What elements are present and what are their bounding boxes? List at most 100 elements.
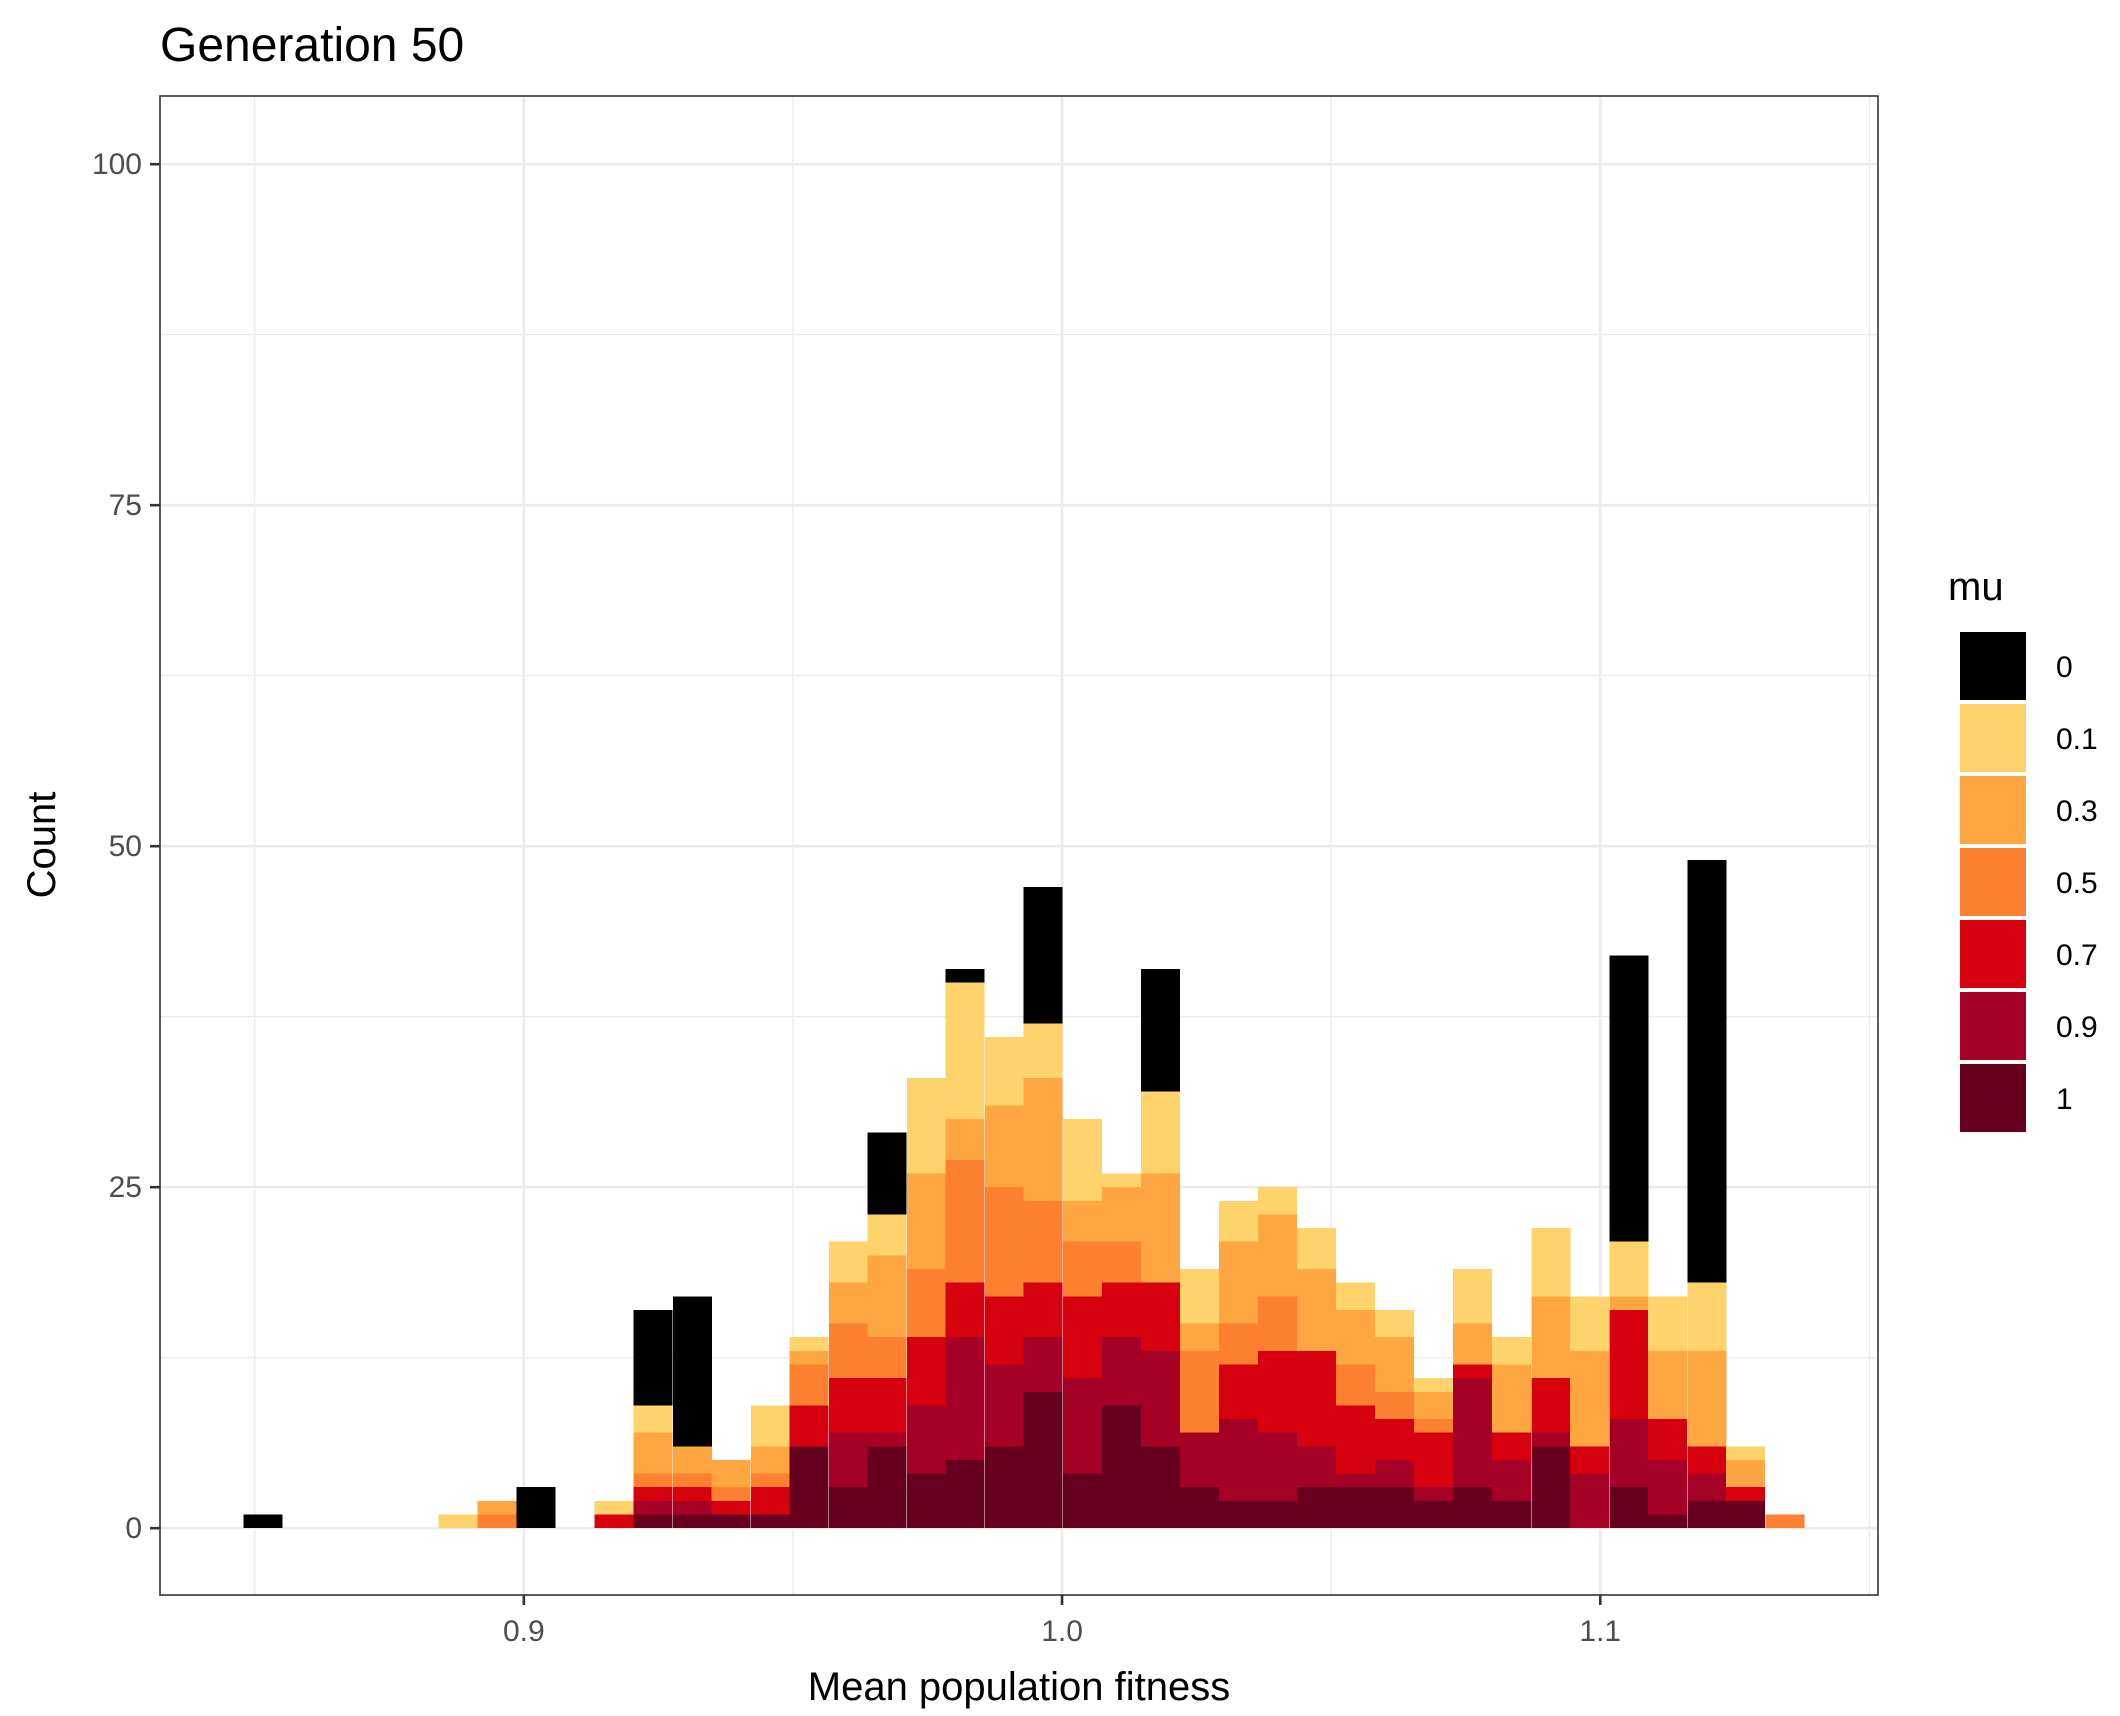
bar-segment-mu-0-9 [1453, 1378, 1493, 1488]
bar-segment-mu-0-1 [945, 982, 985, 1119]
bar-segment-mu-1 [1491, 1500, 1531, 1529]
bar-segment-mu-0-9 [1219, 1419, 1259, 1501]
bar-segment-mu-0-7 [1648, 1419, 1688, 1460]
bar-segment-mu-0-9 [984, 1364, 1024, 1447]
bar-segment-mu-1 [1413, 1500, 1453, 1529]
bar-segment-mu-1 [1141, 1446, 1181, 1529]
bar-segment-mu-0-3 [1687, 1350, 1727, 1447]
bar-segment-mu-1 [1687, 1500, 1727, 1529]
y-tick-label: 0 [125, 1512, 142, 1545]
bar-segment-mu-1 [1101, 1405, 1141, 1529]
bar-segment-mu-0-9 [867, 1432, 907, 1447]
bar-segment-mu-0-9 [1179, 1432, 1219, 1488]
bar-segment-mu-1 [1335, 1487, 1375, 1529]
bar-segment-mu-0-3 [1413, 1391, 1453, 1420]
bar-segment-mu-0-5 [1335, 1364, 1375, 1406]
bar-segment-mu-0-7 [1726, 1487, 1766, 1501]
bar-segment-mu-0-1 [1023, 1023, 1063, 1079]
legend-key-mu-0-3 [1960, 776, 2026, 844]
bar-segment-mu-0-3 [1219, 1241, 1259, 1324]
major-gridlines [160, 96, 1878, 1595]
x-tick-label: 1.1 [1579, 1615, 1621, 1648]
bar-segment-mu-0-3 [711, 1459, 751, 1488]
bar-segment-mu-0-7 [1101, 1282, 1141, 1338]
bar-segment-mu-0-3 [945, 1118, 985, 1160]
bar-segment-mu-0-9 [1491, 1459, 1531, 1501]
bar-segment-mu-0-5 [1413, 1419, 1453, 1433]
bar-segment-mu-0-9 [633, 1500, 673, 1515]
bar-segment-mu-0 [243, 1514, 283, 1529]
x-tick-label: 0.9 [503, 1615, 545, 1648]
bar-segment-mu-0-1 [1570, 1296, 1610, 1351]
bar-segment-mu-0-3 [672, 1446, 712, 1474]
bar-segment-mu-0-3 [1141, 1173, 1181, 1283]
bar-segment-mu-1 [867, 1446, 907, 1529]
bar-segment-mu-0-3 [633, 1432, 673, 1474]
bar-segment-mu-0-7 [1491, 1432, 1531, 1460]
bar-segment-mu-0-3 [1453, 1323, 1493, 1365]
bar-segment-mu-0-1 [1335, 1282, 1375, 1310]
bar-segment-mu-0-5 [1257, 1296, 1297, 1351]
bar-segment-mu-0-9 [1335, 1473, 1375, 1488]
bar-segment-mu-1 [1375, 1487, 1415, 1529]
bar-segment-mu-1 [1297, 1487, 1337, 1529]
bar-segment-mu-0-1 [1491, 1337, 1531, 1365]
bar-segment-mu-0-9 [906, 1405, 946, 1474]
bar-segment-mu-0-5 [828, 1323, 868, 1379]
bar-segment-mu-1 [945, 1459, 985, 1529]
bar-segment-mu-0-7 [1413, 1432, 1453, 1488]
bar-segment-mu-0 [672, 1296, 712, 1447]
bar-segment-mu-0-9 [1257, 1432, 1297, 1501]
chart-title: Generation 50 [160, 19, 464, 72]
bar-segment-mu-0-1 [1413, 1378, 1453, 1392]
bar-segment-mu-0-1 [1062, 1118, 1103, 1201]
bar-segment-mu-0-3 [867, 1255, 907, 1338]
legend-key-mu-0-9 [1960, 992, 2026, 1060]
bar-segment-mu-0-3 [1023, 1078, 1063, 1201]
bar-segment-mu-0-1 [633, 1405, 673, 1433]
legend-key-mu-0-5 [1960, 848, 2026, 916]
bar-segment-mu-0-9 [828, 1432, 868, 1488]
bar-segment-mu-0-5 [1765, 1514, 1805, 1529]
bar-segment-mu-0-9 [1648, 1459, 1688, 1515]
bar-segment-mu-1 [1609, 1487, 1649, 1529]
bar-segment-mu-0-7 [1335, 1405, 1375, 1474]
bar-segment-mu-0 [1609, 955, 1649, 1242]
legend-key-mu-0 [1960, 632, 2026, 700]
y-axis-title: Count [20, 792, 64, 899]
legend-label: 0.9 [2056, 1011, 2098, 1044]
bar-segment-mu-1 [1531, 1446, 1571, 1529]
bar-segment-mu-0-9 [1141, 1350, 1181, 1447]
bar-segment-mu-0-3 [1297, 1269, 1337, 1351]
bar-segment-mu-0-3 [1570, 1350, 1610, 1447]
bar-segment-mu-0-1 [1609, 1241, 1649, 1297]
bar-segment-mu-0-1 [1101, 1173, 1141, 1188]
bar-segment-mu-0-7 [1375, 1419, 1415, 1460]
bar-segment-mu-1 [1062, 1473, 1103, 1529]
bar-segment-mu-1 [1726, 1500, 1766, 1529]
bar-segment-mu-0-5 [1023, 1200, 1063, 1283]
legend-key-mu-1 [1960, 1064, 2026, 1132]
bar-segment-mu-0-7 [711, 1500, 751, 1515]
bar-segment-mu-1 [750, 1514, 790, 1529]
bar-segment-mu-1 [1648, 1514, 1688, 1529]
bar-segment-mu-0-7 [1023, 1282, 1063, 1338]
bar-segment-mu-0-1 [789, 1337, 829, 1351]
bar-segment-mu-1 [1257, 1500, 1297, 1529]
bar-segment-mu-0-9 [1609, 1419, 1649, 1488]
bar-segment-mu-0-7 [1257, 1350, 1297, 1433]
legend-label: 0 [2056, 651, 2073, 684]
bar-segment-mu-0-3 [1609, 1296, 1649, 1310]
bar-segment-mu-0 [516, 1487, 556, 1529]
bar-segment-mu-0-7 [633, 1487, 673, 1501]
x-tick-label: 1.0 [1041, 1615, 1083, 1648]
bar-segment-mu-0-3 [789, 1350, 829, 1365]
bar-segment-mu-0-1 [906, 1078, 946, 1174]
bar-segment-mu-1 [711, 1514, 751, 1529]
bar-segment-mu-0-5 [711, 1487, 751, 1501]
bar-segment-mu-0-5 [867, 1337, 907, 1379]
legend-key-mu-0-7 [1960, 920, 2026, 988]
y-tick-label: 25 [109, 1171, 142, 1204]
legend-key-mu-0-1 [1960, 704, 2026, 772]
